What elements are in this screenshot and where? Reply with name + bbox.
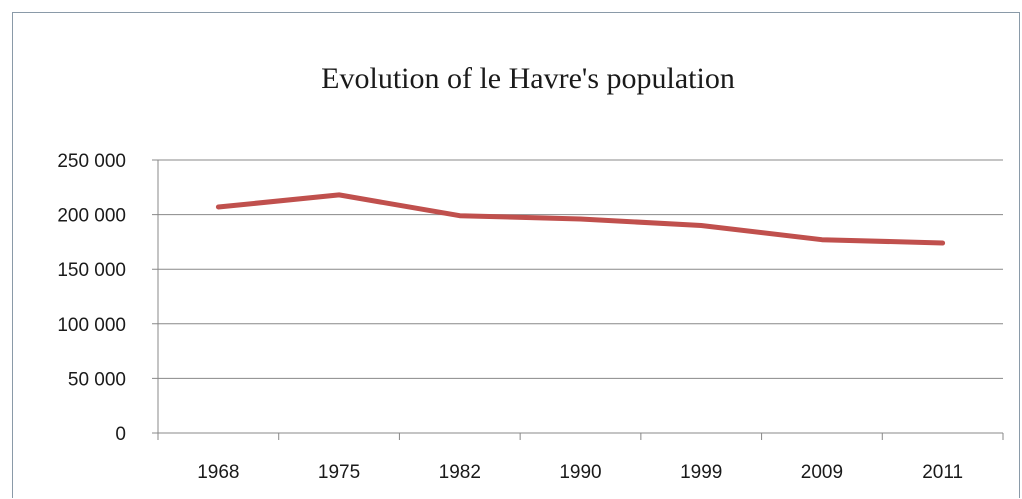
x-tick-label: 1982 (439, 462, 481, 483)
x-axis-ticks: 1968 1975 1982 1990 1999 2009 2011 (157, 433, 1004, 483)
y-tick-label: 0 (115, 424, 126, 445)
y-tick-label: 50 000 (68, 369, 126, 390)
series-layer (215, 192, 946, 246)
x-tick-label: 2011 (922, 462, 963, 483)
chart-frame (12, 12, 1020, 498)
y-tick-label: 250 000 (57, 151, 126, 172)
y-tick-label: 150 000 (57, 260, 126, 281)
x-tick-label: 1975 (318, 462, 360, 483)
y-tick-label: 100 000 (57, 315, 126, 336)
y-tick-label: 200 000 (57, 206, 126, 227)
chart-title: Evolution of le Havre's population (321, 62, 735, 95)
gridlines (152, 159, 1003, 434)
series-line (215, 192, 946, 246)
x-tick-label: 1999 (680, 462, 722, 483)
x-tick-label: 1968 (197, 462, 239, 483)
y-axis-ticks: 0 50 000 100 000 150 000 200 000 250 000 (57, 151, 126, 445)
x-tick-label: 2009 (801, 462, 843, 483)
x-tick-label: 1990 (559, 462, 601, 483)
